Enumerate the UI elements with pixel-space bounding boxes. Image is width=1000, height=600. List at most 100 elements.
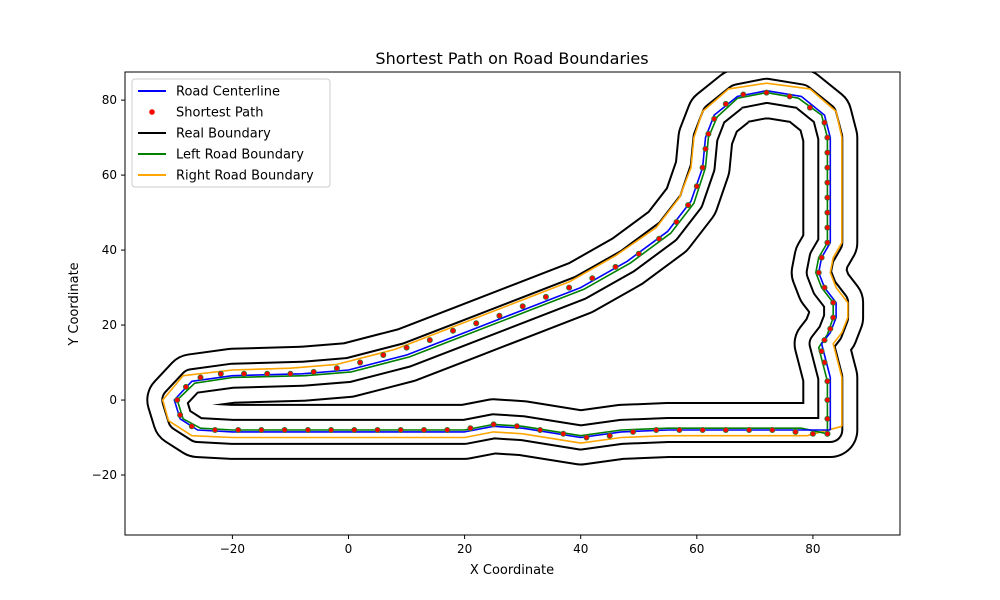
legend-label: Road Centerline [176, 85, 280, 100]
shortest-path-point [824, 149, 831, 156]
shortest-path-point [606, 432, 613, 439]
legend-item: Real Boundary [138, 127, 271, 142]
shortest-path-point [824, 239, 831, 246]
shortest-path-point [653, 426, 660, 433]
shortest-path-point [197, 374, 204, 381]
shortest-path-point [824, 378, 831, 385]
shortest-path-point [815, 269, 822, 276]
shortest-path-point [824, 164, 831, 171]
shortest-path-point [542, 293, 549, 300]
x-tick-label: 80 [805, 542, 820, 556]
shortest-path-point [818, 254, 825, 261]
shortest-path-point [583, 434, 590, 441]
shortest-path-point [490, 421, 497, 428]
shortest-path-point [426, 337, 433, 344]
shortest-path-point [310, 368, 317, 375]
shortest-path-point [824, 430, 831, 437]
shortest-path-point [328, 426, 335, 433]
shortest-path-point [444, 426, 451, 433]
shortest-path-point [792, 428, 799, 435]
y-tick-label: 20 [102, 318, 117, 332]
plot-frame [124, 71, 901, 536]
right-boundary-line [161, 82, 849, 444]
legend-label: Left Road Boundary [176, 148, 304, 163]
shortest-path-point [560, 430, 567, 437]
x-axis-label: X Coordinate [470, 563, 554, 578]
shortest-path-point [537, 426, 544, 433]
legend-item: Road Centerline [138, 85, 280, 100]
axes: −20 0 20 40 60 80 −20 0 20 40 60 80 [92, 71, 901, 556]
shortest-path-point [705, 130, 712, 137]
y-tick-label: −20 [92, 468, 117, 482]
shortest-path-point [473, 320, 480, 327]
legend: Road Centerline Shortest Path Real Boundar… [131, 78, 331, 188]
shortest-path-point [630, 428, 637, 435]
shortest-path-point [635, 250, 642, 257]
shortest-path-point [685, 202, 692, 209]
shortest-path-point [240, 370, 247, 377]
shortest-path-point [287, 370, 294, 377]
shortest-path-point [807, 104, 814, 111]
shortest-path-point [763, 89, 770, 96]
shortest-path-point [824, 396, 831, 403]
x-tick-label: 60 [689, 542, 704, 556]
y-tick-label: 80 [102, 93, 117, 107]
shortest-path-point [420, 426, 427, 433]
y-axis-label: Y Coordinate [67, 262, 82, 346]
shortest-path-point [722, 100, 729, 107]
shortest-path-point [188, 423, 195, 430]
shortest-path-point [673, 218, 680, 225]
legend-box [131, 78, 331, 188]
shortest-path-point [211, 426, 218, 433]
shortest-path-point [174, 396, 181, 403]
shortest-path-point [722, 426, 729, 433]
shortest-path-point [217, 370, 224, 377]
legend-item: Left Road Boundary [138, 148, 304, 163]
legend-label: Real Boundary [176, 127, 271, 142]
plot-area [146, 72, 865, 466]
shortest-path-point [281, 426, 288, 433]
shortest-path-point [333, 365, 340, 372]
legend-label: Right Road Boundary [176, 169, 314, 184]
shortest-path-point [351, 426, 358, 433]
shortest-path-point [589, 275, 596, 282]
shortest-path-point [258, 426, 265, 433]
shortest-path-point [830, 314, 837, 321]
legend-label: Shortest Path [176, 106, 263, 121]
shortest-path-point [519, 303, 526, 310]
shortest-path-point [824, 194, 831, 201]
shortest-path-point [693, 183, 700, 190]
y-tick-label: 60 [102, 168, 117, 182]
shortest-path-point [824, 224, 831, 231]
shortest-path-point [824, 179, 831, 186]
shortest-path-point [824, 209, 831, 216]
shortest-path-point [357, 359, 364, 366]
shortest-path-point [711, 115, 718, 122]
shortest-path-point [702, 145, 709, 152]
shortest-path-point [449, 327, 456, 334]
shortest-path-point [374, 426, 381, 433]
shortest-path-point [821, 119, 828, 126]
shortest-path-point [513, 423, 520, 430]
y-tick-label: 40 [102, 243, 117, 257]
legend-item: Shortest Path [149, 106, 263, 121]
shortest-path-point [809, 430, 816, 437]
x-tick-label: 40 [573, 542, 588, 556]
shortest-path-point [824, 415, 831, 422]
shortest-path-point [467, 425, 474, 432]
shortest-path-point [403, 344, 410, 351]
left-boundary-line [176, 91, 834, 437]
shortest-path-point [786, 93, 793, 100]
shortest-path-point [656, 235, 663, 242]
shortest-path-point [699, 164, 706, 171]
shortest-path-point [397, 426, 404, 433]
shortest-path-point [769, 426, 776, 433]
x-tick-label: −20 [220, 542, 245, 556]
shortest-path-point [821, 337, 828, 344]
x-tick-label: 20 [457, 542, 472, 556]
shortest-path-point [824, 134, 831, 141]
shortest-path-point [740, 91, 747, 98]
shortest-path-point [380, 351, 387, 358]
shortest-path-point [676, 426, 683, 433]
